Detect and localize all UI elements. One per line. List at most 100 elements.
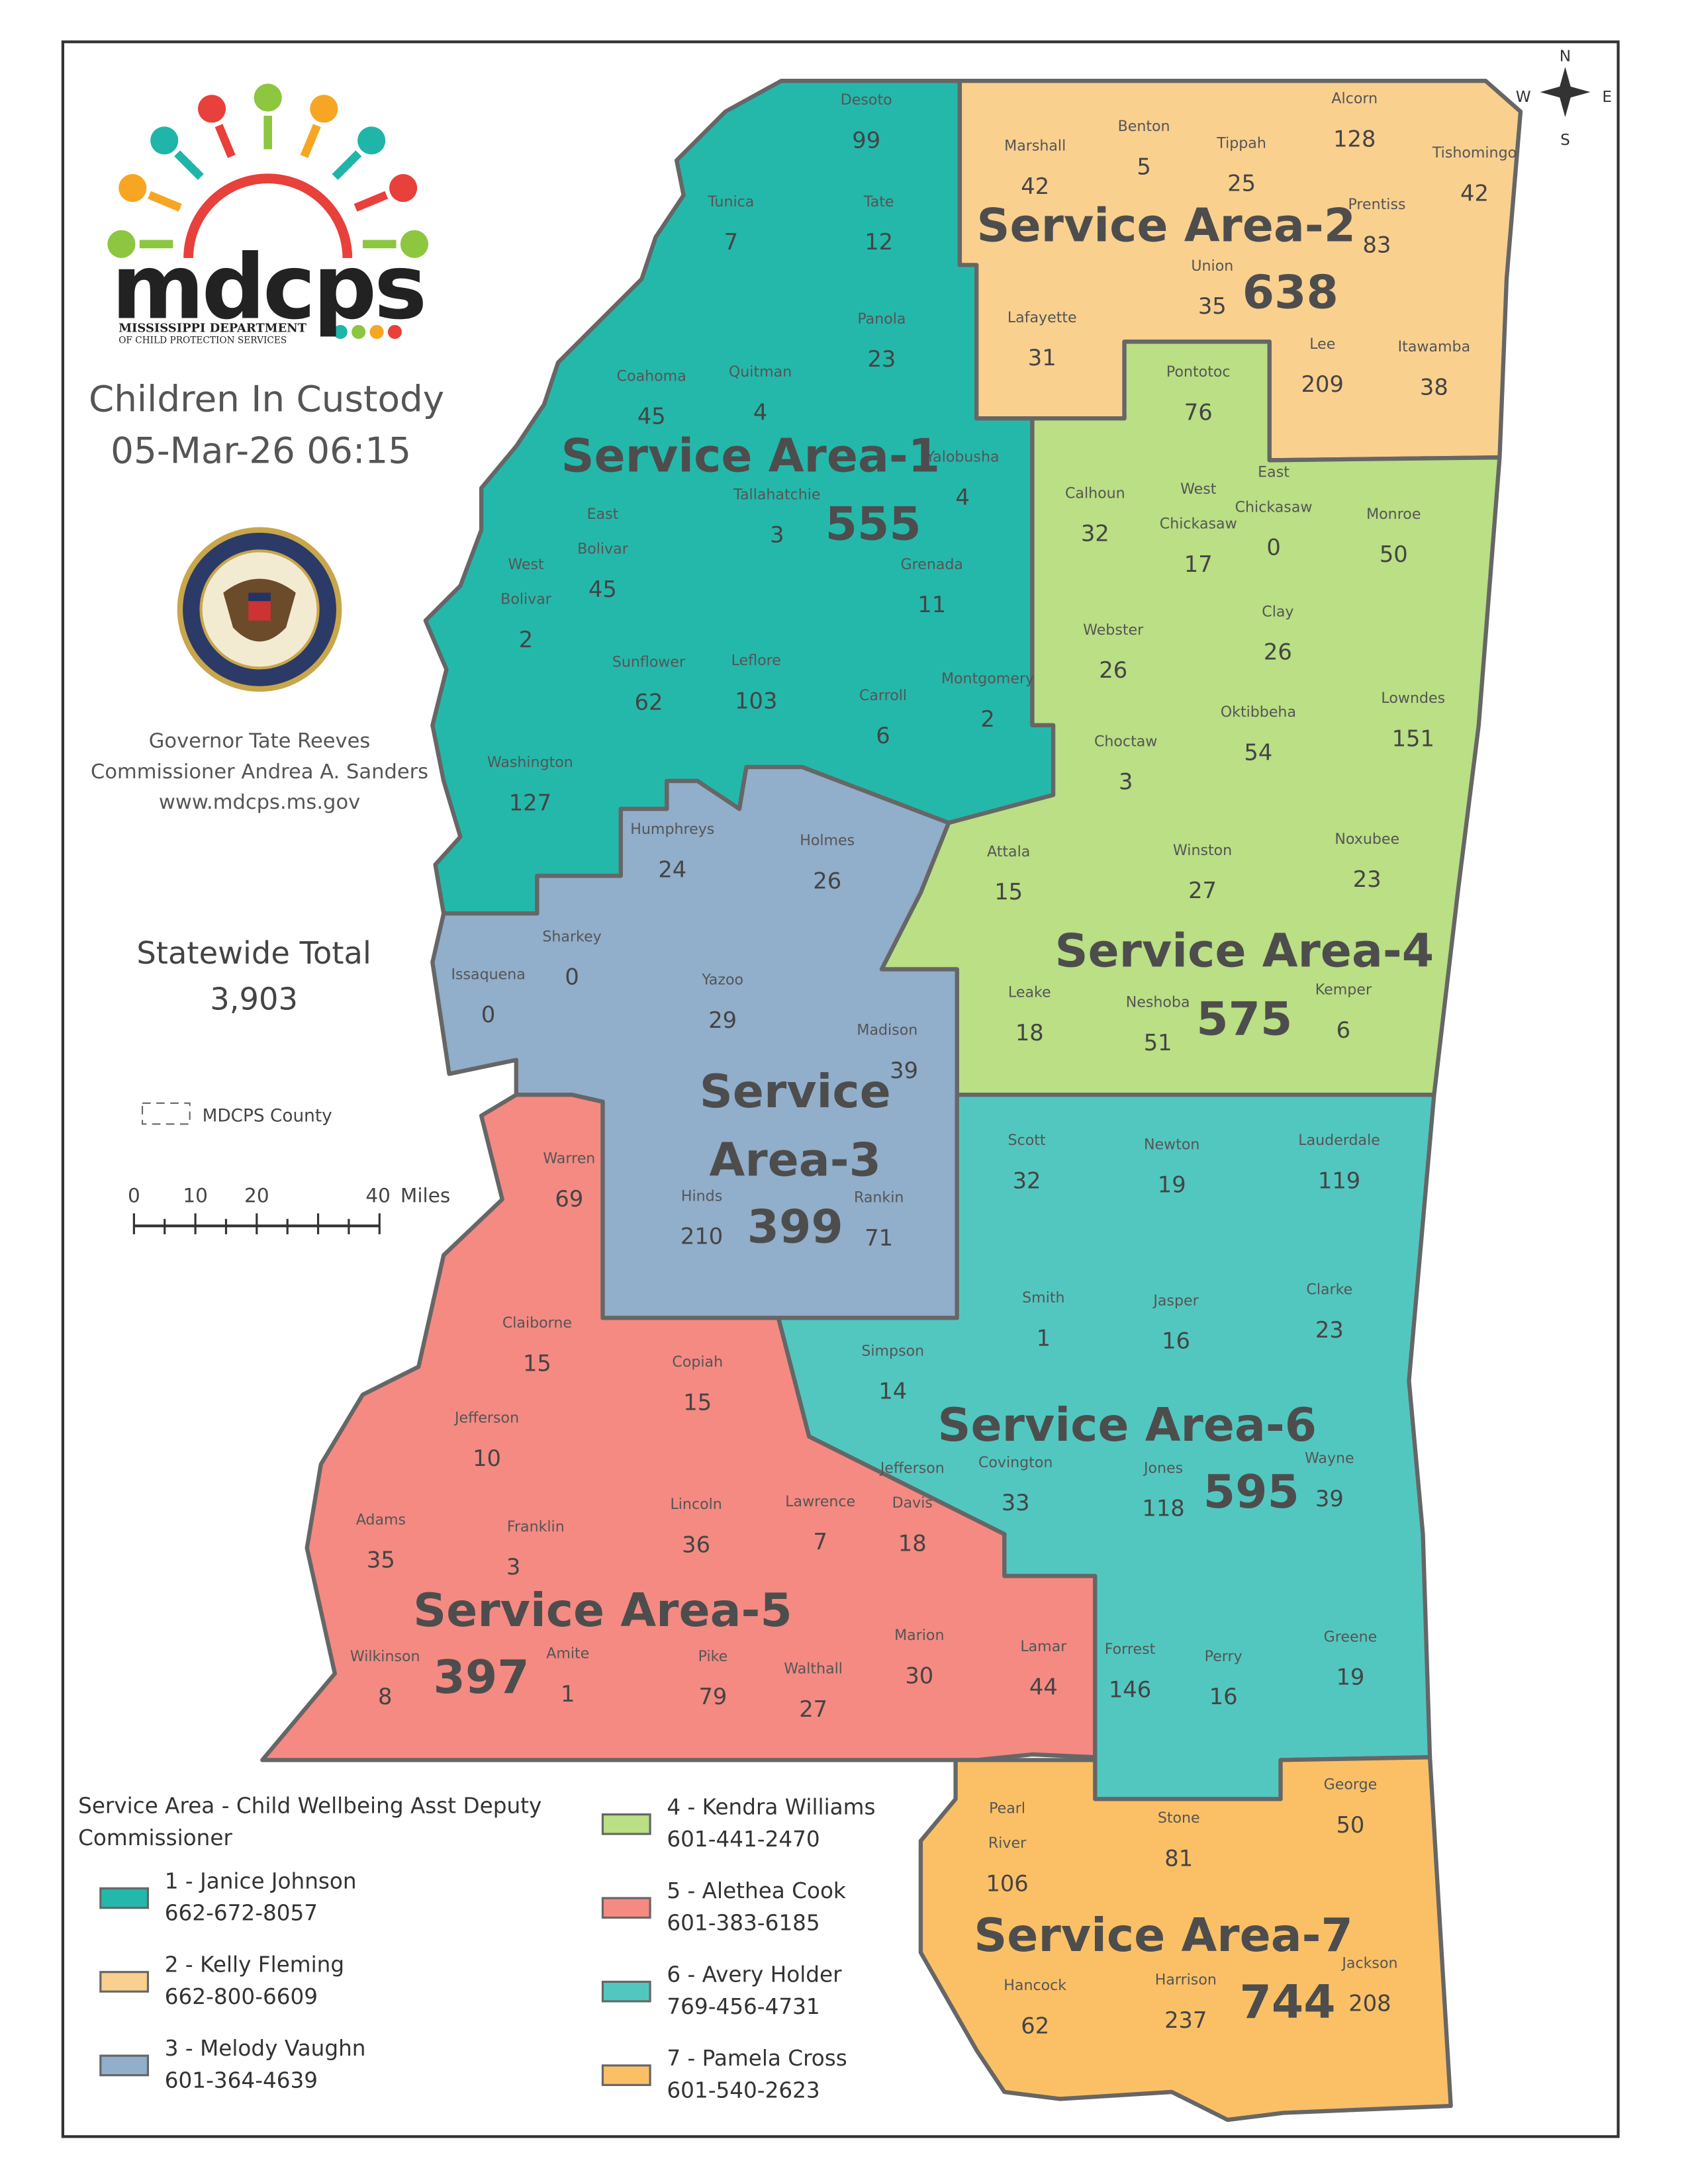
legend-item-7: 7 - Pamela Cross 601-540-2623 — [601, 2046, 847, 2103]
county-lauderdale[interactable]: Lauderdale 119 — [1298, 1132, 1380, 1193]
county-lafayette[interactable]: Lafayette 31 — [1008, 309, 1077, 371]
county-benton[interactable]: Benton 5 — [1118, 118, 1170, 179]
county-pearl-river[interactable]: Pearl River 106 — [986, 1799, 1028, 1896]
county-wayne[interactable]: Wayne 39 — [1305, 1450, 1354, 1512]
county-desoto[interactable]: Desoto 99 — [841, 91, 892, 153]
county-lincoln[interactable]: Lincoln 36 — [670, 1496, 722, 1557]
county-franklin[interactable]: Franklin 3 — [506, 1518, 565, 1580]
county-tunica[interactable]: Tunica 7 — [707, 193, 754, 255]
service-area-legend: Service Area - Child Wellbeing Asst Depu… — [78, 1793, 875, 2103]
county-copiah[interactable]: Copiah 15 — [672, 1353, 723, 1415]
county-amite[interactable]: Amite 1 — [546, 1645, 589, 1707]
county-noxubee[interactable]: Noxubee 23 — [1335, 831, 1399, 892]
county-madison[interactable]: Madison 39 — [857, 1022, 918, 1083]
county-jefferson-davis[interactable]: Jefferson Davis 18 — [879, 1459, 945, 1556]
county-alcorn[interactable]: Alcorn 128 — [1331, 90, 1378, 152]
county-count: 19 — [1336, 1664, 1364, 1690]
county-leflore[interactable]: Leflore 103 — [731, 652, 781, 713]
county-carroll[interactable]: Carroll 6 — [859, 687, 907, 749]
county-hinds[interactable]: Hinds 210 — [680, 1187, 723, 1249]
county-yazoo[interactable]: Yazoo 29 — [701, 972, 743, 1033]
county-calhoun[interactable]: Calhoun 32 — [1065, 484, 1125, 546]
county-washington[interactable]: Washington 127 — [487, 754, 573, 815]
county-count: 23 — [867, 346, 896, 372]
county-perry[interactable]: Perry 16 — [1205, 1648, 1243, 1709]
county-jones[interactable]: Jones 118 — [1142, 1459, 1184, 1521]
county-monroe[interactable]: Monroe 50 — [1366, 506, 1421, 567]
county-greene[interactable]: Greene 19 — [1324, 1628, 1378, 1690]
county-clay[interactable]: Clay 26 — [1262, 603, 1293, 664]
county-tishomingo[interactable]: Tishomingo 42 — [1432, 144, 1517, 206]
county-rankin[interactable]: Rankin 71 — [854, 1189, 904, 1250]
county-winston[interactable]: Winston 27 — [1173, 842, 1232, 903]
county-count: 106 — [986, 1870, 1028, 1896]
county-count: 45 — [637, 404, 666, 430]
county-tallahatchie[interactable]: Tallahatchie 3 — [733, 486, 820, 547]
county-grenada[interactable]: Grenada 11 — [901, 556, 963, 617]
county-name: Monroe — [1366, 506, 1421, 523]
county-lee[interactable]: Lee 209 — [1301, 336, 1344, 397]
county-quitman[interactable]: Quitman 4 — [729, 363, 792, 425]
county-george[interactable]: George 50 — [1324, 1776, 1378, 1838]
county-harrison[interactable]: Harrison 237 — [1155, 1972, 1217, 2033]
county-walthall[interactable]: Walthall 27 — [784, 1661, 843, 1722]
county-clarke[interactable]: Clarke 23 — [1306, 1281, 1352, 1343]
legend-title-2: Commissioner — [78, 1825, 232, 1850]
county-west-chickasaw[interactable]: West Chickasaw 17 — [1160, 480, 1237, 577]
legend-phone: 601-441-2470 — [667, 1827, 820, 1852]
county-tate[interactable]: Tate 12 — [863, 193, 894, 255]
county-kemper[interactable]: Kemper 6 — [1315, 981, 1372, 1042]
county-pike[interactable]: Pike 79 — [698, 1648, 728, 1709]
county-attala[interactable]: Attala 15 — [987, 843, 1030, 905]
county-simpson[interactable]: Simpson 14 — [861, 1342, 924, 1404]
county-count: 4 — [955, 484, 969, 510]
county-marion[interactable]: Marion 30 — [894, 1627, 944, 1688]
county-prentiss[interactable]: Prentiss 83 — [1348, 196, 1405, 257]
commissioner: Commissioner Andrea A. Sanders — [91, 760, 428, 784]
county-adams[interactable]: Adams 35 — [356, 1511, 406, 1572]
county-yalobusha[interactable]: Yalobusha 4 — [925, 449, 1000, 510]
county-forrest[interactable]: Forrest 146 — [1105, 1641, 1156, 1702]
county-sunflower[interactable]: Sunflower 62 — [612, 653, 686, 715]
county-smith[interactable]: Smith 1 — [1022, 1289, 1064, 1351]
county-scott[interactable]: Scott 32 — [1008, 1132, 1046, 1193]
county-leake[interactable]: Leake 18 — [1008, 984, 1051, 1046]
county-hancock[interactable]: Hancock 62 — [1004, 1977, 1066, 2038]
county-jefferson[interactable]: Jefferson 10 — [453, 1409, 519, 1471]
county-itawamba[interactable]: Itawamba 38 — [1398, 338, 1471, 400]
county-count: 26 — [1099, 657, 1127, 683]
county-pontotoc[interactable]: Pontotoc 76 — [1166, 363, 1231, 425]
county-jasper[interactable]: Jasper 16 — [1152, 1292, 1199, 1353]
county-jackson[interactable]: Jackson 208 — [1340, 1954, 1397, 2016]
county-lowndes[interactable]: Lowndes 151 — [1381, 690, 1445, 751]
county-newton[interactable]: Newton 19 — [1144, 1136, 1199, 1197]
county-east-bolivar[interactable]: East Bolivar 45 — [577, 506, 629, 602]
county-count: 3 — [506, 1554, 520, 1580]
county-montgomery[interactable]: Montgomery 2 — [941, 670, 1034, 732]
county-stone[interactable]: Stone 81 — [1158, 1809, 1200, 1871]
county-oktibbeha[interactable]: Oktibbeha 54 — [1221, 704, 1296, 765]
county-west-bolivar[interactable]: West Bolivar 2 — [500, 556, 552, 653]
county-wilkinson[interactable]: Wilkinson 8 — [350, 1648, 420, 1709]
county-lawrence[interactable]: Lawrence 7 — [785, 1493, 855, 1555]
county-panola[interactable]: Panola 23 — [857, 310, 906, 372]
county-covington[interactable]: Covington 33 — [978, 1454, 1053, 1516]
website-link[interactable]: www.mdcps.ms.gov — [159, 791, 360, 814]
county-count: 3 — [1119, 769, 1133, 795]
county-union[interactable]: Union 35 — [1191, 257, 1233, 319]
county-holmes[interactable]: Holmes 26 — [800, 832, 855, 893]
county-marshall[interactable]: Marshall 42 — [1004, 138, 1066, 199]
county-coahoma[interactable]: Coahoma 45 — [617, 367, 686, 429]
county-east-chickasaw[interactable]: East Chickasaw 0 — [1235, 464, 1313, 561]
county-webster[interactable]: Webster 26 — [1083, 621, 1144, 683]
county-choctaw[interactable]: Choctaw 3 — [1094, 733, 1157, 794]
county-claiborne[interactable]: Claiborne 15 — [502, 1314, 572, 1376]
county-neshoba[interactable]: Neshoba 51 — [1126, 993, 1190, 1055]
county-warren[interactable]: Warren 69 — [543, 1150, 595, 1211]
county-lamar[interactable]: Lamar 44 — [1020, 1638, 1067, 1700]
county-name: River — [988, 1835, 1027, 1852]
county-issaquena[interactable]: Issaquena 0 — [451, 966, 525, 1027]
county-tippah[interactable]: Tippah 25 — [1216, 134, 1266, 196]
county-humphreys[interactable]: Humphreys 24 — [630, 821, 714, 882]
county-sharkey[interactable]: Sharkey 0 — [542, 928, 601, 989]
